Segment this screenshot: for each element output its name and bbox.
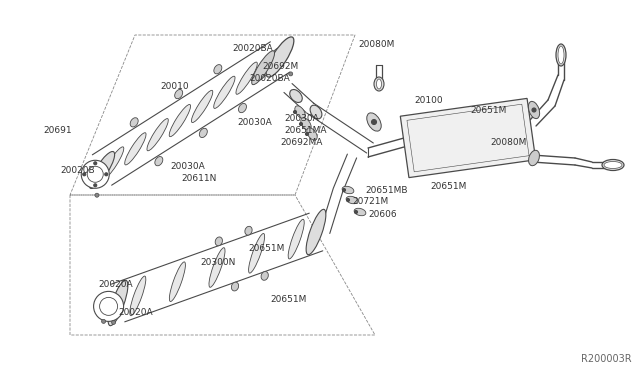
Ellipse shape <box>376 79 381 89</box>
Ellipse shape <box>248 234 264 273</box>
Ellipse shape <box>102 147 124 179</box>
Text: 20020A: 20020A <box>118 308 152 317</box>
Ellipse shape <box>93 162 97 165</box>
Ellipse shape <box>111 320 116 324</box>
Text: 20030A: 20030A <box>284 114 319 123</box>
Ellipse shape <box>252 51 275 85</box>
Ellipse shape <box>130 118 138 127</box>
Ellipse shape <box>169 105 191 137</box>
Ellipse shape <box>346 199 349 202</box>
Text: 20010: 20010 <box>160 82 189 91</box>
Ellipse shape <box>306 209 326 255</box>
Ellipse shape <box>289 72 292 76</box>
Text: 20606: 20606 <box>368 210 397 219</box>
Text: 20020B: 20020B <box>60 166 95 175</box>
Ellipse shape <box>301 118 311 130</box>
Ellipse shape <box>354 208 366 216</box>
Text: 20080M: 20080M <box>358 40 394 49</box>
Ellipse shape <box>556 44 566 66</box>
Text: 20692M: 20692M <box>262 62 298 71</box>
Text: 20692MA: 20692MA <box>280 138 323 147</box>
Text: 20020BA: 20020BA <box>232 44 273 53</box>
Ellipse shape <box>170 262 186 302</box>
Ellipse shape <box>371 119 376 125</box>
Ellipse shape <box>307 128 317 140</box>
Ellipse shape <box>214 65 222 74</box>
Ellipse shape <box>81 160 109 188</box>
Ellipse shape <box>239 103 246 113</box>
Ellipse shape <box>95 193 99 197</box>
Polygon shape <box>400 99 536 177</box>
Ellipse shape <box>294 110 296 113</box>
Ellipse shape <box>355 211 358 214</box>
Text: 20651MB: 20651MB <box>365 186 408 195</box>
Ellipse shape <box>288 219 304 259</box>
Ellipse shape <box>558 46 564 64</box>
Ellipse shape <box>532 108 536 112</box>
Ellipse shape <box>374 77 384 91</box>
Text: 20651M: 20651M <box>270 295 307 304</box>
Text: 20100: 20100 <box>414 96 443 105</box>
Ellipse shape <box>102 320 106 323</box>
Text: 20020A: 20020A <box>98 280 132 289</box>
Text: 20721M: 20721M <box>352 197 388 206</box>
Ellipse shape <box>342 189 346 192</box>
Text: 20030A: 20030A <box>170 162 205 171</box>
Ellipse shape <box>602 160 624 170</box>
Ellipse shape <box>266 37 294 77</box>
Text: 20651M: 20651M <box>248 244 284 253</box>
Ellipse shape <box>191 90 213 122</box>
Text: 20611N: 20611N <box>181 174 216 183</box>
Ellipse shape <box>604 161 622 169</box>
Text: 20651M: 20651M <box>430 182 467 191</box>
Ellipse shape <box>300 122 303 125</box>
Text: 20651MA: 20651MA <box>284 126 326 135</box>
Ellipse shape <box>367 113 381 131</box>
Ellipse shape <box>529 102 540 119</box>
Ellipse shape <box>305 132 308 135</box>
Ellipse shape <box>93 291 124 321</box>
Ellipse shape <box>108 280 128 326</box>
Ellipse shape <box>310 105 322 119</box>
Ellipse shape <box>83 173 86 176</box>
Text: R200003R: R200003R <box>581 354 632 364</box>
Ellipse shape <box>100 297 118 315</box>
Text: 20691: 20691 <box>43 126 72 135</box>
Ellipse shape <box>209 248 225 287</box>
Ellipse shape <box>214 76 235 108</box>
Text: 20030A: 20030A <box>237 118 272 127</box>
Text: 20651M: 20651M <box>470 106 506 115</box>
Text: 20020BA: 20020BA <box>249 74 290 83</box>
Ellipse shape <box>130 276 146 316</box>
Ellipse shape <box>295 106 305 118</box>
Ellipse shape <box>155 157 163 166</box>
Ellipse shape <box>245 226 252 235</box>
Ellipse shape <box>147 119 168 151</box>
Text: 20300N: 20300N <box>200 258 236 267</box>
Ellipse shape <box>87 166 103 182</box>
Ellipse shape <box>93 184 97 187</box>
Ellipse shape <box>342 186 354 194</box>
Ellipse shape <box>215 237 223 246</box>
Ellipse shape <box>236 62 257 94</box>
Ellipse shape <box>346 196 358 204</box>
Ellipse shape <box>258 48 280 80</box>
Ellipse shape <box>268 38 292 76</box>
Ellipse shape <box>125 133 146 165</box>
Ellipse shape <box>261 272 268 280</box>
Ellipse shape <box>199 128 207 138</box>
Ellipse shape <box>232 282 239 291</box>
Ellipse shape <box>175 89 182 99</box>
Text: 20080M: 20080M <box>490 138 526 147</box>
Ellipse shape <box>90 151 115 189</box>
Ellipse shape <box>105 173 108 176</box>
Ellipse shape <box>529 150 540 166</box>
Ellipse shape <box>290 90 302 103</box>
